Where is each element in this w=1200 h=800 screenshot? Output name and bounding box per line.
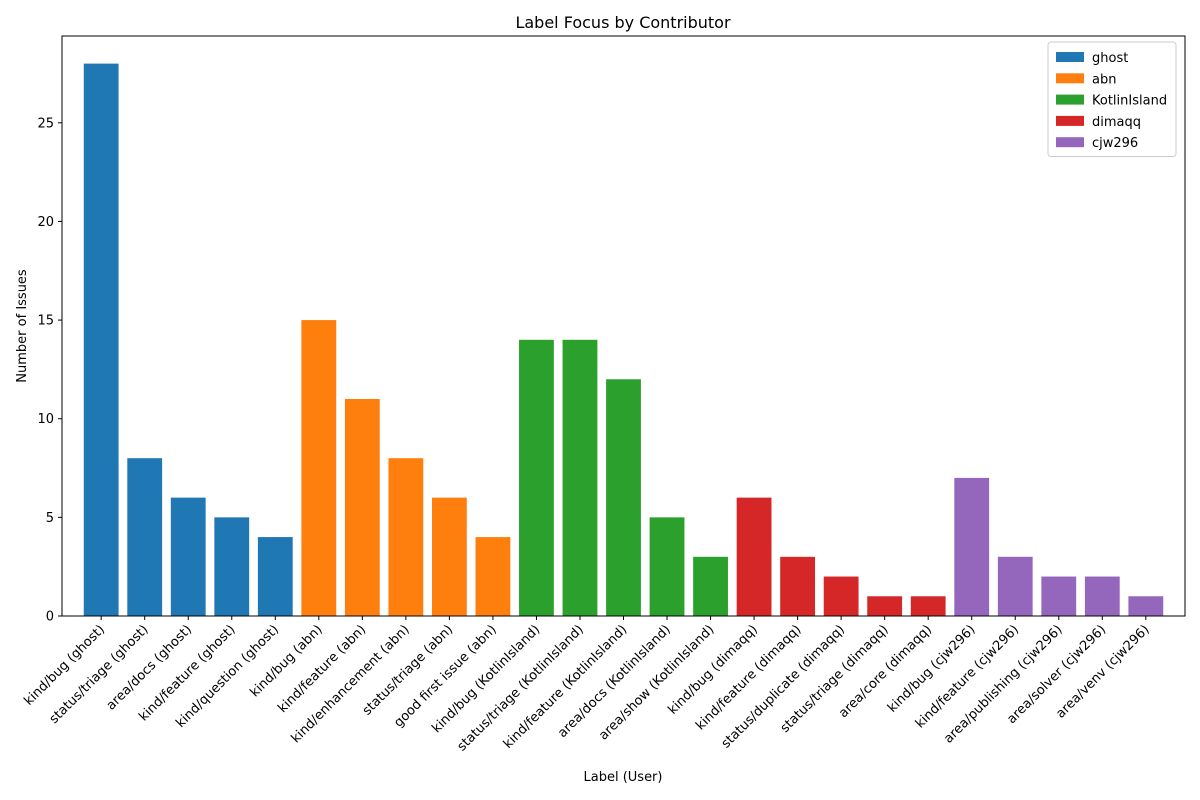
bar <box>344 398 380 616</box>
bar <box>388 458 424 616</box>
y-tick-label: 5 <box>46 511 54 526</box>
bar <box>170 497 206 616</box>
bar <box>606 379 641 616</box>
bar <box>519 339 554 616</box>
x-axis-title: Label (User) <box>584 770 663 785</box>
bar <box>83 63 119 617</box>
legend-swatch <box>1056 52 1084 62</box>
legend-label: cjw296 <box>1092 136 1138 151</box>
bar <box>954 477 990 616</box>
legend-swatch <box>1056 73 1084 84</box>
bar <box>823 576 859 616</box>
bar <box>257 537 293 616</box>
legend-swatch <box>1056 137 1084 148</box>
bar <box>997 556 1033 616</box>
legend-swatch <box>1056 94 1084 105</box>
bar <box>910 596 946 616</box>
y-tick-label: 0 <box>46 610 54 625</box>
legend-label: KotlinIsland <box>1092 94 1167 109</box>
y-tick-label: 10 <box>37 412 54 427</box>
bar <box>649 517 685 616</box>
x-axis-ticks: kind/bug (ghost)status/triage (ghost)are… <box>21 616 1153 754</box>
bar <box>301 320 337 616</box>
bar <box>562 339 598 616</box>
bar <box>780 556 816 616</box>
bar <box>127 458 163 616</box>
y-tick-label: 15 <box>37 314 54 329</box>
legend-swatch <box>1056 115 1084 126</box>
legend-label: ghost <box>1092 51 1128 66</box>
bar <box>214 517 250 616</box>
bar <box>475 537 511 616</box>
y-tick-label: 25 <box>37 116 54 131</box>
bar <box>1128 596 1164 616</box>
legend-frame <box>1047 41 1177 157</box>
x-tick-label: kind/bug (ghost) <box>21 622 108 709</box>
chart-title: Label Focus by Contributor <box>515 13 731 32</box>
y-tick-label: 20 <box>37 215 54 230</box>
y-axis-title: Number of Issues <box>15 269 30 383</box>
bar <box>693 556 728 616</box>
legend: ghost abn KotlinIsland dimaqq cjw296 <box>1047 41 1177 157</box>
y-axis-ticks: 0 5 10 15 20 25 <box>37 116 62 625</box>
legend-label: abn <box>1092 72 1116 87</box>
bars-group <box>83 63 1164 617</box>
plot-frame <box>61 35 1186 617</box>
legend-label: dimaqq <box>1092 115 1141 130</box>
bar <box>1041 576 1077 616</box>
bar <box>431 497 467 616</box>
bar <box>736 497 772 616</box>
bar <box>867 596 903 616</box>
bar <box>1084 576 1120 616</box>
